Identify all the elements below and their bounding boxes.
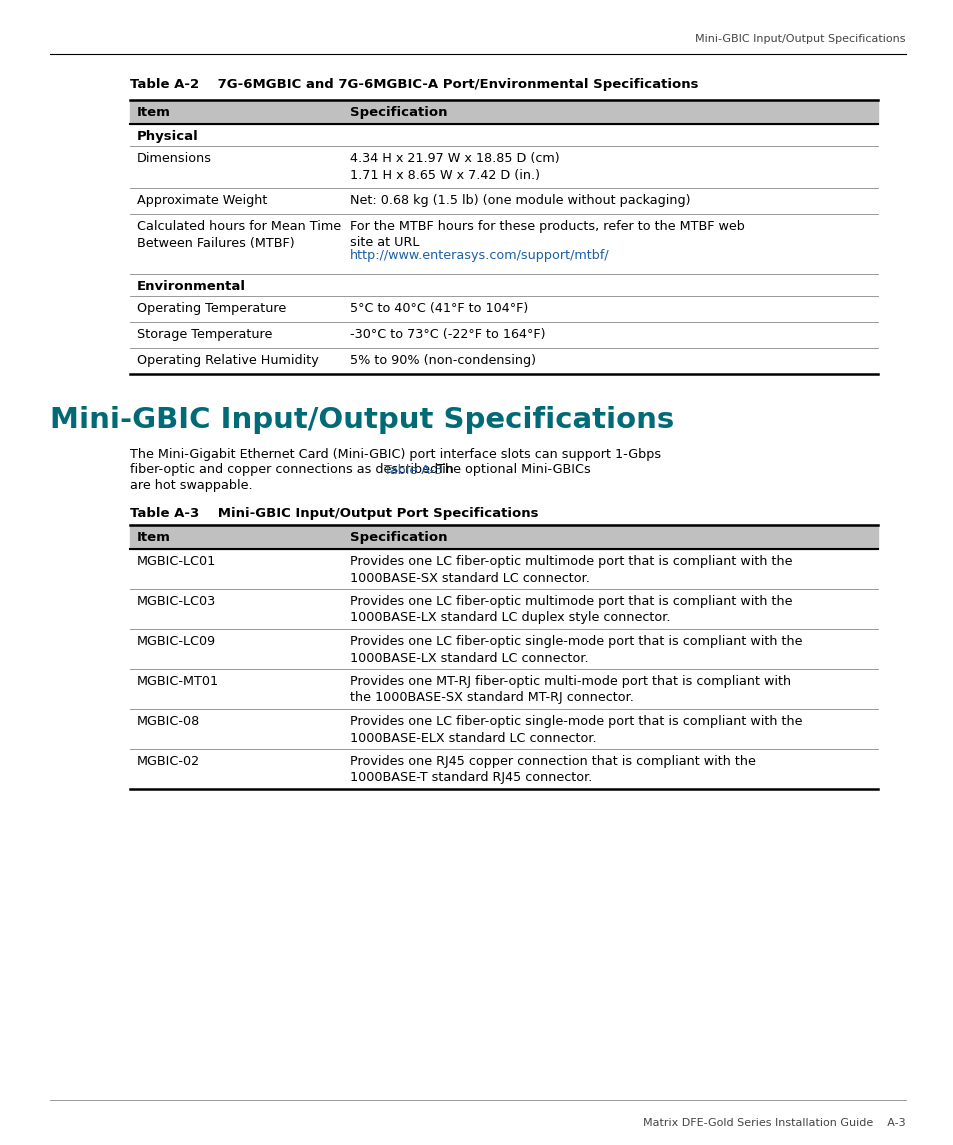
Text: 5% to 90% (non-condensing): 5% to 90% (non-condensing) (350, 354, 536, 368)
Text: Net: 0.68 kg (1.5 lb) (one module without packaging): Net: 0.68 kg (1.5 lb) (one module withou… (350, 194, 690, 207)
Text: Table A-3: Table A-3 (383, 464, 442, 476)
Text: Provides one LC fiber-optic multimode port that is compliant with the
1000BASE-S: Provides one LC fiber-optic multimode po… (350, 555, 792, 584)
Text: Provides one RJ45 copper connection that is compliant with the
1000BASE-T standa: Provides one RJ45 copper connection that… (350, 755, 756, 784)
Bar (130, 526, 877, 548)
Text: are hot swappable.: are hot swappable. (130, 479, 253, 492)
Text: . The optional Mini-GBICs: . The optional Mini-GBICs (428, 464, 590, 476)
Bar (130, 100, 877, 124)
Text: Physical: Physical (137, 131, 198, 143)
Text: MGBIC-LC09: MGBIC-LC09 (137, 635, 216, 648)
Text: Provides one LC fiber-optic multimode port that is compliant with the
1000BASE-L: Provides one LC fiber-optic multimode po… (350, 595, 792, 624)
Text: MGBIC-LC01: MGBIC-LC01 (137, 555, 216, 568)
Text: Calculated hours for Mean Time
Between Failures (MTBF): Calculated hours for Mean Time Between F… (137, 220, 341, 250)
Text: Approximate Weight: Approximate Weight (137, 194, 267, 207)
Text: http://www.enterasys.com/support/mtbf/: http://www.enterasys.com/support/mtbf/ (350, 248, 609, 262)
Text: MGBIC-02: MGBIC-02 (137, 755, 200, 768)
Text: MGBIC-MT01: MGBIC-MT01 (137, 676, 219, 688)
Text: Storage Temperature: Storage Temperature (137, 327, 273, 341)
Text: Item: Item (137, 531, 171, 544)
Text: Table A-2    7G-6MGBIC and 7G-6MGBIC-A Port/Environmental Specifications: Table A-2 7G-6MGBIC and 7G-6MGBIC-A Port… (130, 78, 698, 90)
Text: Provides one LC fiber-optic single-mode port that is compliant with the
1000BASE: Provides one LC fiber-optic single-mode … (350, 635, 801, 664)
Text: MGBIC-LC03: MGBIC-LC03 (137, 595, 216, 608)
Text: Mini-GBIC Input/Output Specifications: Mini-GBIC Input/Output Specifications (50, 406, 674, 434)
Text: Dimensions: Dimensions (137, 152, 212, 165)
Text: Item: Item (137, 106, 171, 119)
Text: Mini-GBIC Input/Output Specifications: Mini-GBIC Input/Output Specifications (695, 34, 905, 44)
Text: For the MTBF hours for these products, refer to the MTBF web
site at URL: For the MTBF hours for these products, r… (350, 220, 744, 250)
Text: Matrix DFE-Gold Series Installation Guide    A-3: Matrix DFE-Gold Series Installation Guid… (642, 1118, 905, 1128)
Text: Environmental: Environmental (137, 281, 246, 293)
Text: Provides one LC fiber-optic single-mode port that is compliant with the
1000BASE: Provides one LC fiber-optic single-mode … (350, 714, 801, 744)
Text: -30°C to 73°C (-22°F to 164°F): -30°C to 73°C (-22°F to 164°F) (350, 327, 545, 341)
Text: Specification: Specification (350, 106, 447, 119)
Text: 5°C to 40°C (41°F to 104°F): 5°C to 40°C (41°F to 104°F) (350, 302, 528, 315)
Text: Operating Relative Humidity: Operating Relative Humidity (137, 354, 318, 368)
Text: Specification: Specification (350, 531, 447, 544)
Text: Table A-3    Mini-GBIC Input/Output Port Specifications: Table A-3 Mini-GBIC Input/Output Port Sp… (130, 507, 537, 520)
Text: Provides one MT-RJ fiber-optic multi-mode port that is compliant with
the 1000BA: Provides one MT-RJ fiber-optic multi-mod… (350, 676, 790, 704)
Text: MGBIC-08: MGBIC-08 (137, 714, 200, 728)
Text: 4.34 H x 21.97 W x 18.85 D (cm)
1.71 H x 8.65 W x 7.42 D (in.): 4.34 H x 21.97 W x 18.85 D (cm) 1.71 H x… (350, 152, 559, 182)
Text: Operating Temperature: Operating Temperature (137, 302, 286, 315)
Text: The Mini-Gigabit Ethernet Card (Mini-GBIC) port interface slots can support 1-Gb: The Mini-Gigabit Ethernet Card (Mini-GBI… (130, 448, 660, 461)
Text: fiber-optic and copper connections as described in: fiber-optic and copper connections as de… (130, 464, 457, 476)
